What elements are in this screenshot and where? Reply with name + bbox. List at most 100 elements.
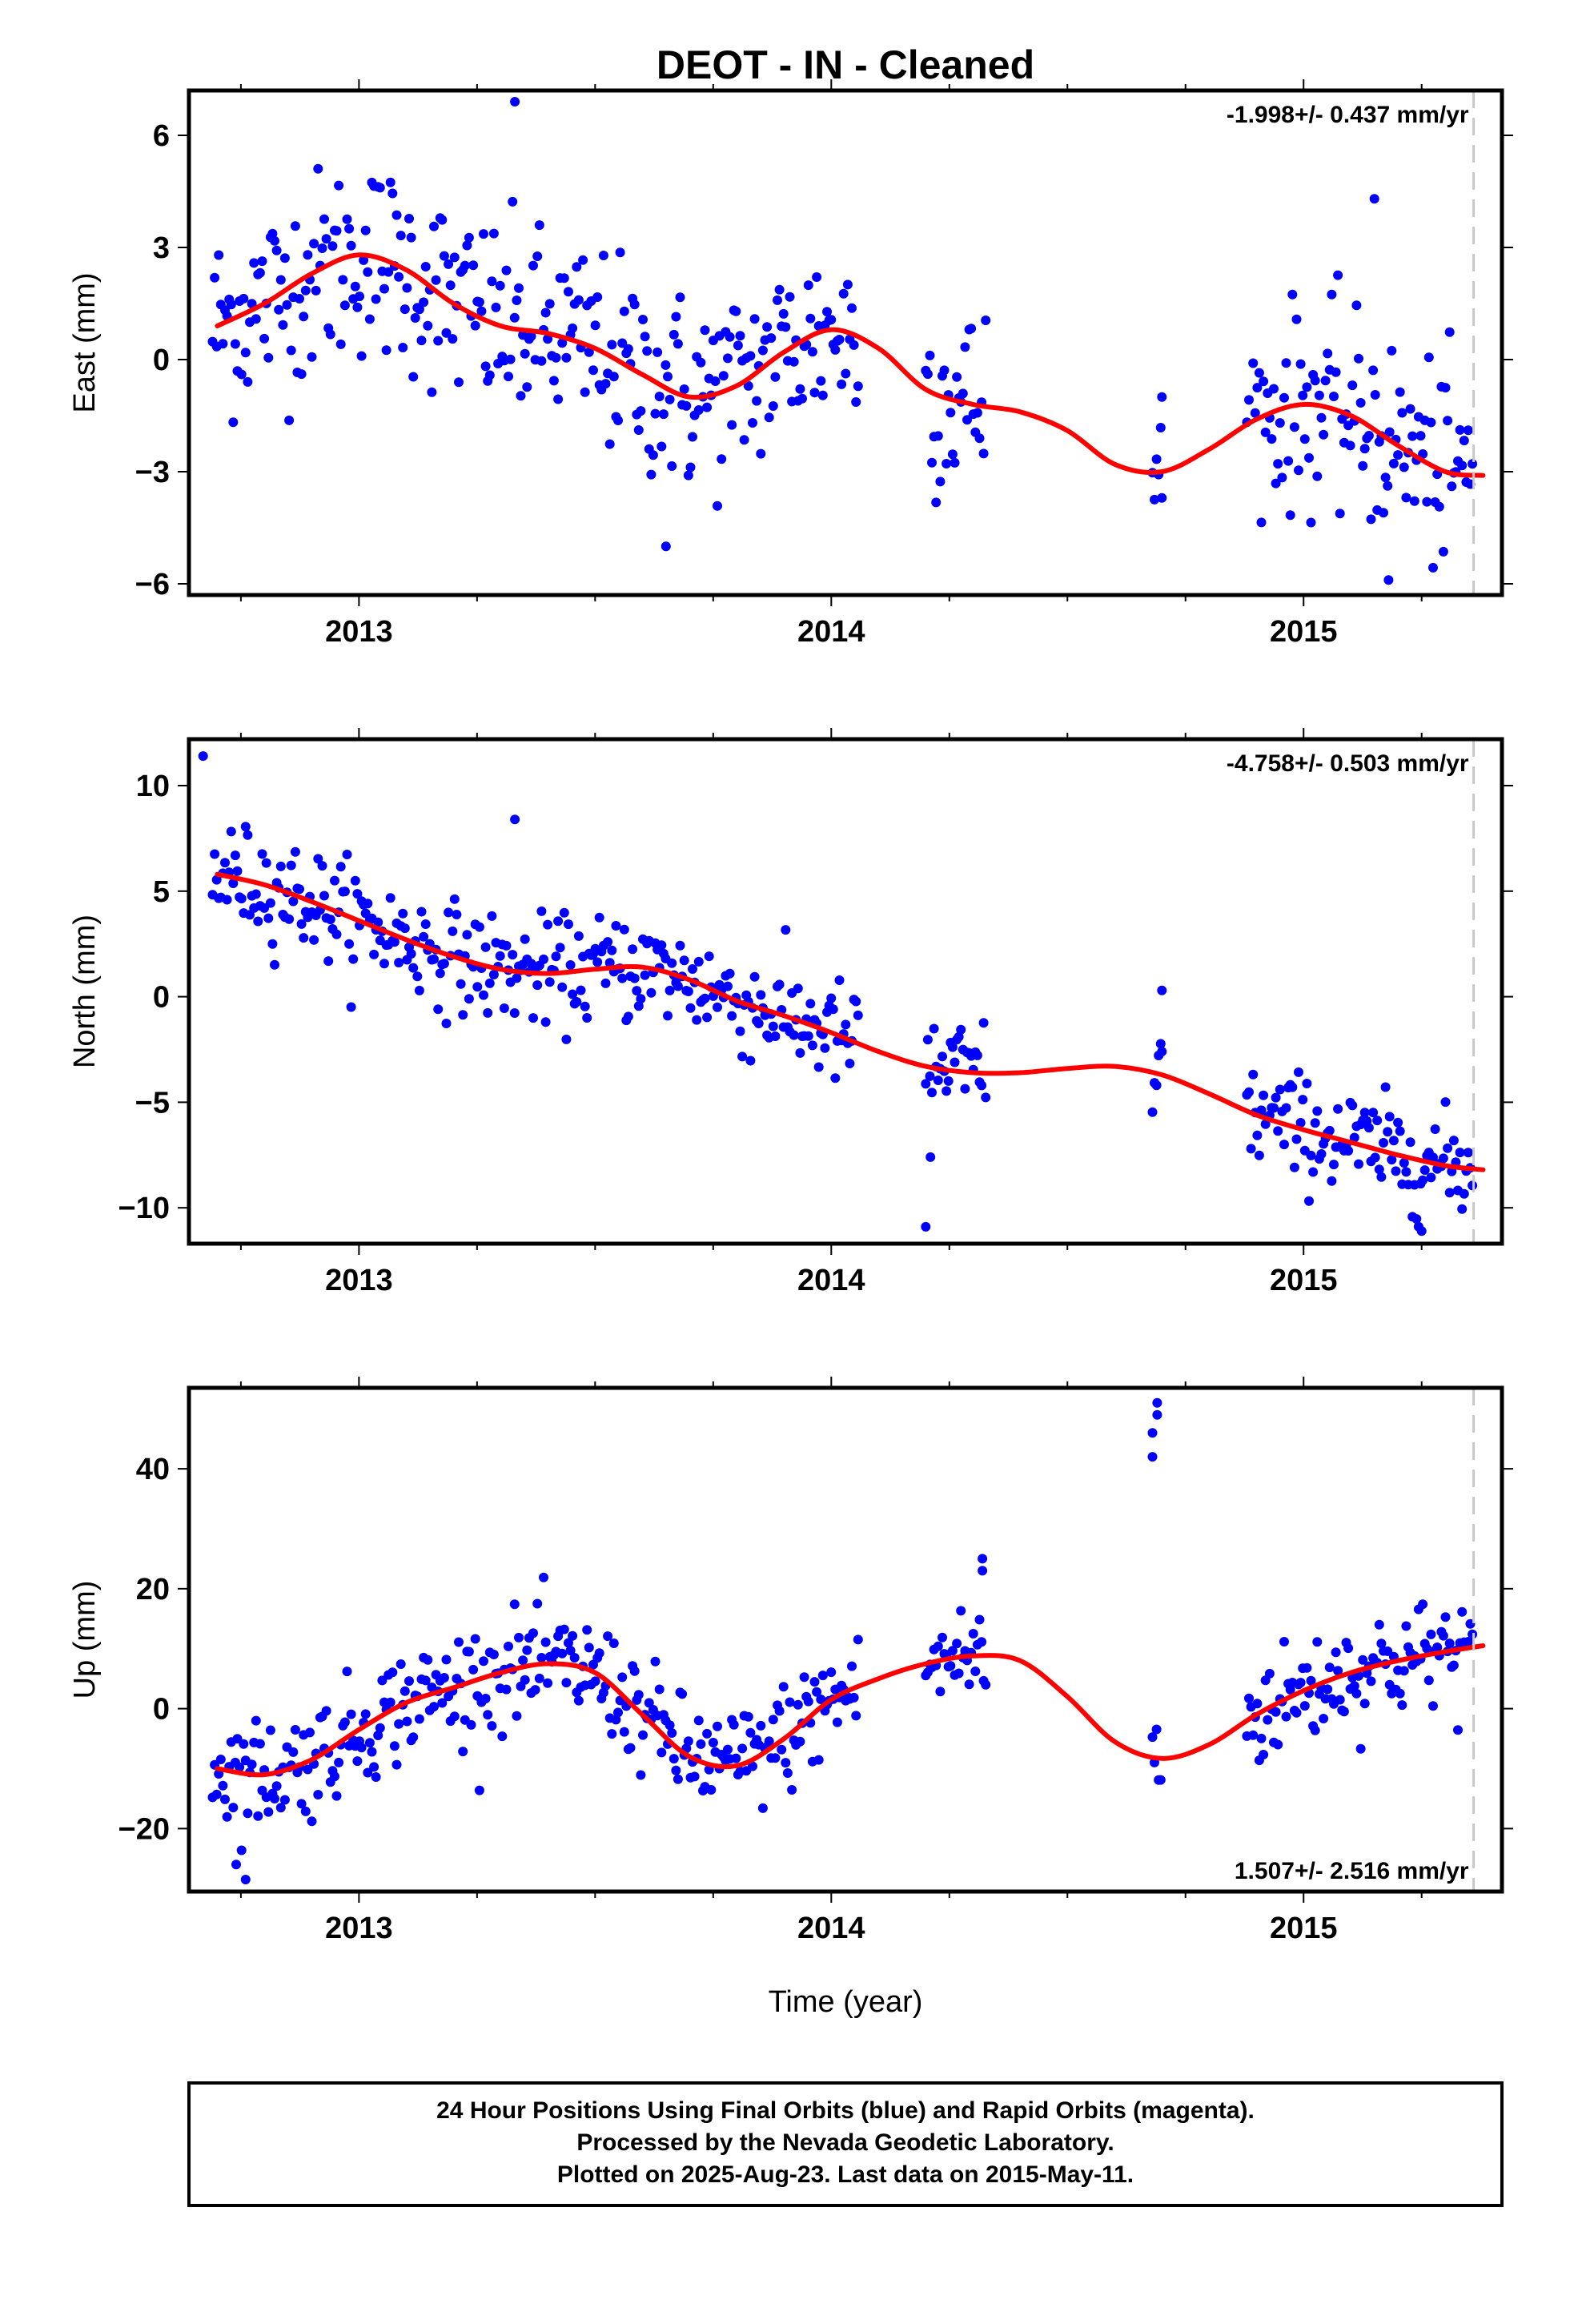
data-point (226, 300, 236, 310)
data-point (243, 1808, 253, 1819)
data-point (665, 1720, 675, 1731)
data-point (1419, 1165, 1430, 1176)
data-point (429, 954, 439, 964)
data-point (464, 232, 474, 243)
data-point (1409, 496, 1419, 506)
data-point (311, 285, 321, 296)
data-point (307, 352, 317, 362)
data-point (394, 958, 404, 967)
data-point (290, 221, 300, 231)
data-point (663, 372, 673, 382)
y-tick-label: −20 (118, 1812, 170, 1846)
data-point (1289, 1162, 1299, 1172)
data-point (491, 302, 501, 312)
data-point (935, 476, 946, 487)
data-point (1418, 1599, 1428, 1610)
data-point (522, 1645, 532, 1655)
data-point (284, 914, 295, 924)
data-point (834, 335, 845, 344)
data-point (789, 356, 799, 367)
data-point (578, 255, 588, 265)
data-point (1271, 1707, 1281, 1717)
data-point (764, 1736, 774, 1747)
data-point (1355, 1743, 1366, 1754)
data-point (1468, 1629, 1478, 1639)
data-point (565, 1646, 576, 1656)
data-point (419, 297, 429, 308)
data-point (1155, 1775, 1166, 1785)
data-point (1374, 1164, 1384, 1175)
data-point (853, 1634, 863, 1645)
data-point (462, 930, 472, 940)
data-point (420, 262, 431, 271)
data-point (770, 1753, 781, 1763)
fit-line (215, 871, 1486, 1172)
data-point (499, 1003, 509, 1013)
data-point (1372, 1116, 1383, 1126)
data-point (1294, 1067, 1303, 1077)
data-point (334, 180, 344, 191)
data-point (342, 850, 352, 859)
data-point (512, 296, 522, 305)
data-point (1354, 1159, 1363, 1169)
data-point (706, 1785, 717, 1795)
data-point (1368, 1108, 1379, 1118)
data-point (1275, 418, 1285, 428)
data-point (253, 916, 263, 927)
data-point (218, 339, 228, 349)
data-point (929, 1023, 939, 1034)
data-point (1359, 1108, 1370, 1118)
data-point (532, 1598, 543, 1609)
data-point (749, 971, 760, 982)
data-point (978, 1018, 989, 1028)
data-point (939, 365, 950, 376)
data-point (1331, 367, 1341, 377)
data-point (681, 400, 692, 411)
data-point (389, 937, 400, 947)
data-point (449, 1711, 460, 1722)
data-point (675, 940, 685, 951)
data-point (1448, 1660, 1459, 1671)
data-point (1401, 493, 1411, 503)
data-point (514, 1632, 524, 1642)
data-point (1294, 465, 1303, 476)
data-point (1155, 423, 1166, 432)
data-point-outlier (978, 1554, 988, 1564)
data-point (700, 325, 710, 336)
panel-east: 2013 2014 2015 −6 −3 0 3 6 East (mm) -1.998+/- 0.… (68, 79, 1513, 649)
velocity-label: 1.507+/- 2.516 mm/yr (1235, 1858, 1469, 1884)
data-point (768, 1715, 778, 1725)
data-point (1335, 1695, 1345, 1705)
data-point (947, 1646, 958, 1656)
data-point (713, 1002, 722, 1012)
data-point (1432, 1642, 1443, 1652)
data-point (652, 347, 663, 357)
data-point (497, 1731, 508, 1742)
data-point (809, 1677, 820, 1687)
data-point (573, 931, 584, 941)
data-point (733, 340, 743, 351)
data-point (313, 163, 323, 174)
data-point (693, 405, 704, 415)
data-point (532, 980, 543, 991)
data-point (683, 470, 693, 480)
data-point-outlier (231, 1860, 241, 1870)
data-point (748, 1761, 757, 1771)
data-point (922, 369, 933, 380)
x-tick-label: 2014 (797, 1912, 865, 1945)
data-point (396, 1659, 406, 1669)
data-point-outlier (1147, 1452, 1158, 1462)
data-point (933, 431, 943, 441)
data-point (335, 862, 346, 872)
data-point (632, 986, 642, 996)
data-point (633, 1001, 644, 1011)
data-point (805, 999, 816, 1009)
data-point (1333, 1666, 1343, 1676)
data-point (439, 251, 449, 261)
data-point (296, 369, 307, 380)
data-point (1151, 1724, 1162, 1735)
data-point (214, 250, 224, 260)
data-point (683, 1736, 693, 1747)
data-points (207, 97, 1478, 595)
y-axis-label: North (mm) (68, 915, 102, 1068)
